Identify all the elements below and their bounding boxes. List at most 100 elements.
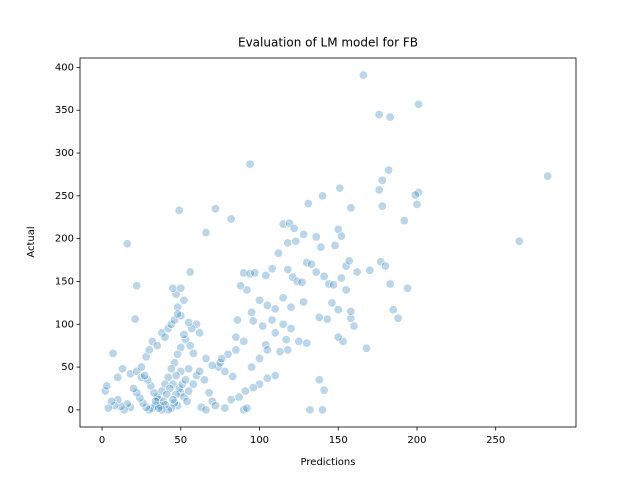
point <box>317 191 327 201</box>
point <box>226 214 236 224</box>
point <box>174 205 184 215</box>
point <box>399 216 409 226</box>
point <box>319 271 329 281</box>
point <box>135 393 145 403</box>
point <box>412 199 422 209</box>
point <box>267 315 277 325</box>
y-tick-label: 200 <box>55 234 74 245</box>
point <box>210 204 220 214</box>
point <box>270 304 280 314</box>
point <box>239 336 249 346</box>
y-tick-label: 50 <box>61 362 74 373</box>
x-tick-label: 200 <box>407 435 426 446</box>
point <box>201 405 211 415</box>
point <box>220 366 230 376</box>
point <box>141 352 151 362</box>
point <box>173 302 183 312</box>
point <box>333 332 343 342</box>
points <box>100 70 553 415</box>
point <box>144 405 154 415</box>
point <box>385 279 395 289</box>
point <box>270 371 280 381</box>
point <box>543 171 553 181</box>
point <box>303 199 313 209</box>
point <box>173 349 183 359</box>
point <box>385 112 395 122</box>
point <box>258 321 268 331</box>
point <box>261 270 271 280</box>
point <box>130 314 140 324</box>
point <box>346 203 356 213</box>
point <box>100 386 110 396</box>
point <box>261 340 271 350</box>
point <box>210 401 220 411</box>
point <box>267 264 277 274</box>
point <box>204 388 214 398</box>
point <box>286 302 296 312</box>
point <box>330 240 340 250</box>
point <box>270 328 280 338</box>
point <box>184 364 194 374</box>
point <box>410 190 420 200</box>
point <box>297 277 307 287</box>
y-tick-label: 250 <box>55 191 74 202</box>
point <box>514 236 524 246</box>
point <box>118 364 128 374</box>
point <box>232 315 242 325</box>
point <box>163 405 173 415</box>
y-axis-label: Actual <box>26 226 37 257</box>
point <box>283 264 293 274</box>
point <box>201 228 211 238</box>
point <box>311 267 321 277</box>
point <box>278 293 288 303</box>
y-tick-label: 350 <box>55 105 74 116</box>
point <box>234 392 244 402</box>
chart-title: Evaluation of LM model for FB <box>238 36 418 50</box>
point <box>239 405 249 415</box>
point <box>179 295 189 305</box>
point <box>314 312 324 322</box>
point <box>152 341 162 351</box>
point <box>384 165 394 175</box>
x-axis-label: Predictions <box>301 457 356 468</box>
point <box>242 285 252 295</box>
point <box>176 342 186 352</box>
point <box>377 201 387 211</box>
point <box>185 267 195 277</box>
point <box>144 345 154 355</box>
point <box>248 383 258 393</box>
point <box>305 405 315 415</box>
x-tick-label: 100 <box>250 435 269 446</box>
point <box>188 379 198 389</box>
point <box>341 285 351 295</box>
point <box>346 306 356 316</box>
point <box>171 371 181 381</box>
point <box>231 332 241 342</box>
point <box>341 261 351 271</box>
point <box>324 279 334 289</box>
point <box>291 236 301 246</box>
point <box>179 330 189 340</box>
x-tick-label: 50 <box>174 435 187 446</box>
point <box>184 318 194 328</box>
point <box>358 70 368 80</box>
point <box>182 396 192 406</box>
point <box>154 403 164 413</box>
point <box>335 183 345 193</box>
point <box>299 297 309 307</box>
point <box>319 385 329 395</box>
point <box>149 388 159 398</box>
point <box>108 348 118 358</box>
x-tick-label: 250 <box>486 435 505 446</box>
point <box>103 403 113 413</box>
point <box>195 366 205 376</box>
point <box>176 283 186 293</box>
point <box>284 218 294 228</box>
point <box>281 335 291 345</box>
point <box>157 405 167 415</box>
point <box>196 402 206 412</box>
point <box>299 229 309 239</box>
point <box>129 383 139 393</box>
